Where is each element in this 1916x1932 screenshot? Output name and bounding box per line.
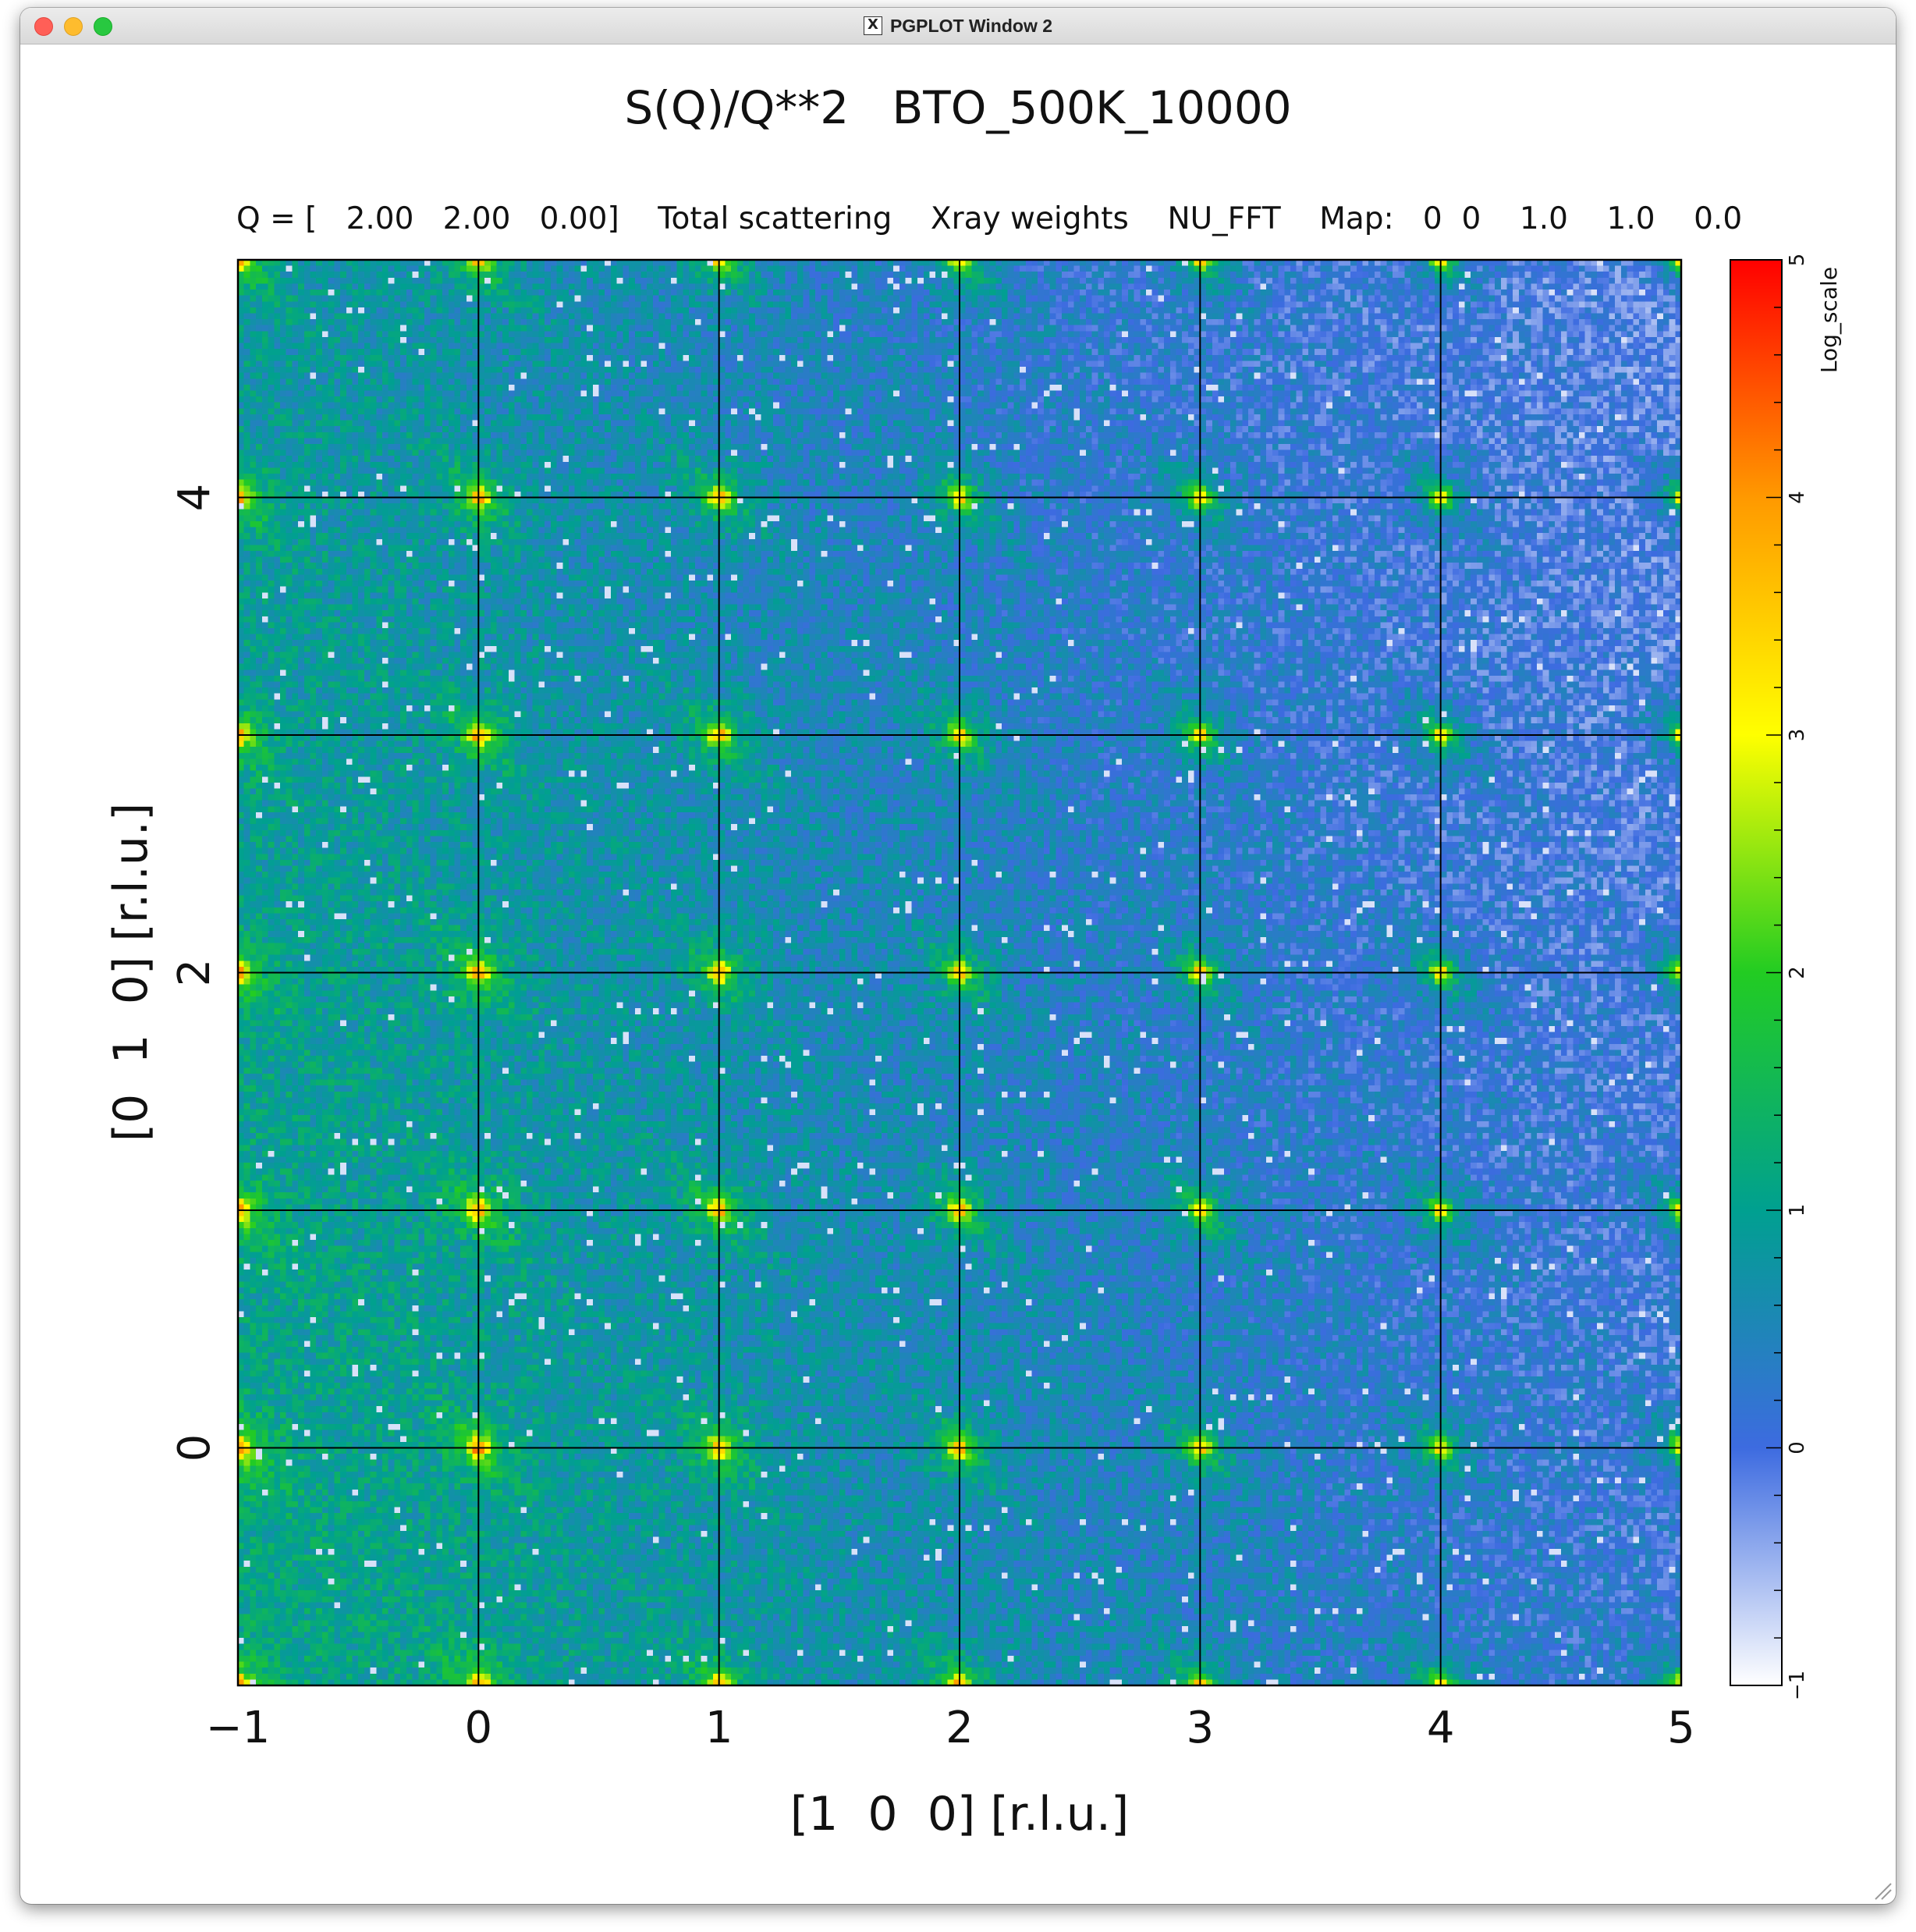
- x-tick-label: 2: [946, 1703, 974, 1753]
- minimize-button[interactable]: [64, 17, 83, 36]
- x-axis-label: [1 0 0] [r.l.u.]: [790, 1787, 1130, 1841]
- y-axis: 0 2 4: [169, 484, 220, 1462]
- colorbar-tick-label: 2: [1786, 966, 1809, 979]
- plot-title: S(Q)/Q**2 BTO_500K_10000: [624, 81, 1291, 134]
- grid-lines: [238, 260, 1681, 1685]
- x-tick-label: 0: [465, 1703, 493, 1753]
- colorbar-axis: −1 0 1 2 3 4 5: [1766, 254, 1809, 1700]
- y-tick-label: 4: [169, 484, 220, 512]
- x-tick-label: 1: [705, 1703, 733, 1753]
- x-tick-label: 5: [1667, 1703, 1695, 1753]
- colorbar-tick-label: 0: [1786, 1441, 1809, 1454]
- close-button[interactable]: [34, 17, 53, 36]
- colorbar-tick-label: 1: [1786, 1204, 1809, 1217]
- colorbar-tick-label: 3: [1786, 729, 1809, 742]
- colorbar-tick-label: 5: [1786, 254, 1809, 267]
- y-axis-label: [0 1 0] [r.l.u.]: [104, 803, 158, 1142]
- y-tick-label: 0: [169, 1434, 220, 1462]
- zoom-button[interactable]: [94, 17, 112, 36]
- x-axis: −1 0 1 2 3 4 5: [206, 1703, 1695, 1753]
- plot-subtitle: Q = [ 2.00 2.00 0.00] Total scattering X…: [236, 201, 1742, 236]
- x-tick-label: −1: [206, 1703, 271, 1753]
- window-title: PGPLOT Window 2: [889, 15, 1053, 36]
- colorbar-tick-label: −1: [1786, 1671, 1809, 1700]
- x11-icon: X: [863, 16, 882, 35]
- y-tick-label: 2: [169, 959, 220, 987]
- plot-frame: [236, 258, 1683, 1687]
- window-titlebar[interactable]: X PGPLOT Window 2: [20, 8, 1896, 44]
- colorbar-tick-label: 4: [1786, 491, 1809, 504]
- x-tick-label: 3: [1187, 1703, 1215, 1753]
- colorbar-label: Log_scale: [1816, 267, 1842, 373]
- resize-grip-icon[interactable]: [1869, 1877, 1893, 1901]
- x-tick-label: 4: [1427, 1703, 1455, 1753]
